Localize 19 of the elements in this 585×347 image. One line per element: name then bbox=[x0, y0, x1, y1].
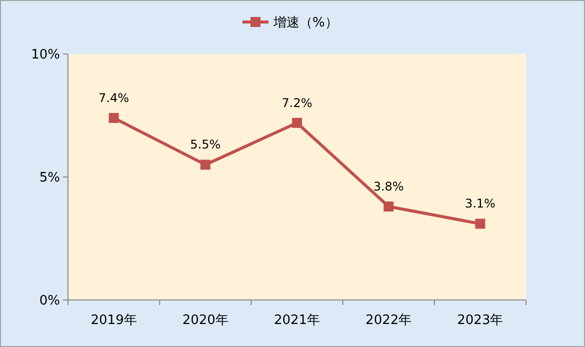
y-tick-label: 0% bbox=[39, 294, 60, 309]
point bbox=[384, 202, 394, 212]
x-tick-label: 2022年 bbox=[366, 313, 412, 328]
data-label: 7.4% bbox=[98, 90, 130, 105]
y-tick-label: 5% bbox=[39, 170, 60, 186]
point bbox=[475, 218, 486, 229]
x-tick-label: 2019年 bbox=[90, 313, 137, 328]
data-label: 3.1% bbox=[464, 196, 496, 211]
data-label: 5.5% bbox=[190, 138, 221, 152]
x-tick-label: 2020年 bbox=[182, 313, 228, 328]
point bbox=[200, 160, 210, 170]
data-label: 7.2% bbox=[282, 96, 312, 110]
data-label: 3.8% bbox=[373, 180, 404, 194]
legend-label: 增速（%） bbox=[272, 16, 338, 31]
x-tick-label: 2021年 bbox=[274, 313, 320, 328]
x-tick-label: 2023年 bbox=[457, 313, 504, 328]
point bbox=[108, 112, 119, 123]
y-tick-label: 10% bbox=[31, 48, 60, 63]
point bbox=[292, 118, 302, 128]
